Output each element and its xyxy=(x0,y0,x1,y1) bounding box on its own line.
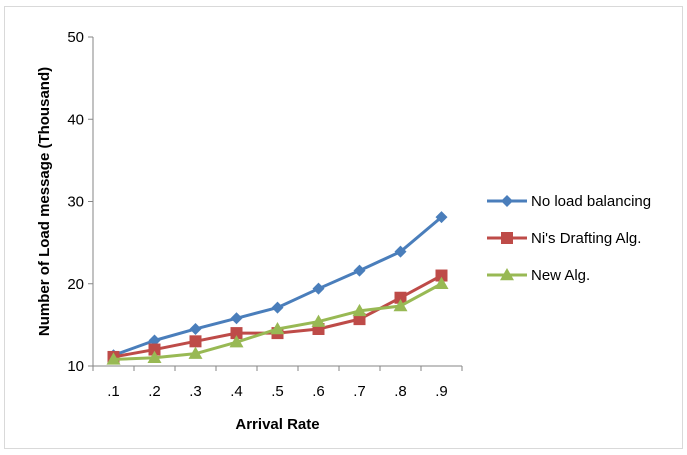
x-tick-label: .9 xyxy=(435,383,448,400)
x-tick-label: .3 xyxy=(189,383,202,400)
series-2 xyxy=(107,269,448,363)
x-tick-label: .6 xyxy=(312,383,325,400)
data-point xyxy=(394,245,407,258)
legend-item: New Alg. xyxy=(487,267,590,284)
x-tick-label: .8 xyxy=(394,383,407,400)
data-point xyxy=(147,350,162,364)
x-axis-ticks: .1 .2 .3 .4 .5 .6 .7 .8 .9 xyxy=(92,366,463,400)
legend-label: Ni's Drafting Alg. xyxy=(531,230,641,247)
legend-label: New Alg. xyxy=(531,267,590,284)
chart-frame xyxy=(4,6,683,449)
legend: No load balancing Ni's Drafting Alg. New A… xyxy=(487,193,651,284)
y-tick-label: 50 xyxy=(67,29,84,46)
data-point xyxy=(435,269,448,282)
data-point xyxy=(311,314,326,327)
data-point xyxy=(189,322,202,335)
data-point xyxy=(230,312,243,325)
data-point xyxy=(312,282,325,295)
data-point xyxy=(393,298,408,312)
data-point xyxy=(188,346,203,359)
data-point xyxy=(189,335,202,348)
series-line xyxy=(113,274,443,359)
data-point xyxy=(148,343,161,356)
data-point xyxy=(106,352,121,365)
y-axis-title: Number of Load message (Thousand) xyxy=(36,67,53,336)
data-point xyxy=(230,327,243,340)
y-axis-ticks: 10 20 30 40 50 xyxy=(67,29,93,375)
data-point xyxy=(229,335,244,348)
x-tick-label: .1 xyxy=(107,383,120,400)
data-point xyxy=(394,291,407,304)
y-tick-label: 40 xyxy=(67,111,84,128)
legend-item: No load balancing xyxy=(487,193,651,210)
data-point xyxy=(271,301,284,314)
x-tick-label: .5 xyxy=(271,383,284,400)
data-point xyxy=(148,334,161,347)
series-layer xyxy=(106,211,449,365)
data-point xyxy=(434,276,449,289)
x-tick-label: .7 xyxy=(353,383,366,400)
y-tick-label: 30 xyxy=(67,194,84,211)
legend-item: Ni's Drafting Alg. xyxy=(487,230,641,247)
data-point xyxy=(352,303,367,317)
y-tick-label: 10 xyxy=(67,358,84,375)
y-tick-label: 20 xyxy=(67,276,84,293)
data-point xyxy=(435,211,448,224)
data-point xyxy=(270,321,285,335)
legend-swatch-marker xyxy=(501,195,513,207)
legend-swatch-marker xyxy=(501,232,513,244)
legend-label: No load balancing xyxy=(531,193,651,210)
x-axis-title: Arrival Rate xyxy=(235,416,319,433)
series-3 xyxy=(106,276,449,365)
x-tick-label: .4 xyxy=(230,383,243,400)
legend-swatch-marker xyxy=(500,268,514,281)
x-tick-label: .2 xyxy=(148,383,161,400)
data-point xyxy=(353,264,366,277)
